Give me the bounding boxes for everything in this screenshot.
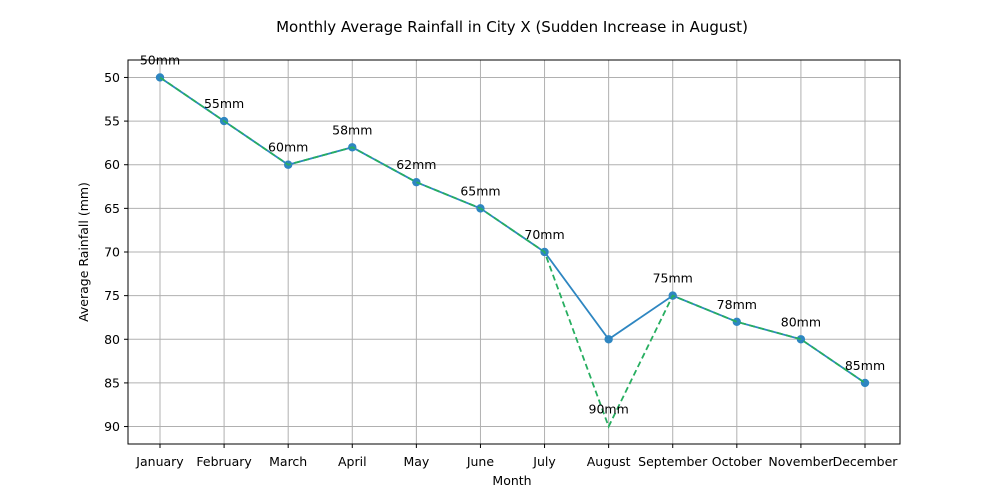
data-label: 78mm: [717, 297, 757, 312]
axes: January February March April May June July Augu…: [104, 59, 901, 469]
y-tick-label: 60: [104, 157, 120, 172]
y-tick-label: 55: [104, 114, 120, 129]
data-labels: 50mm55mm60mm58mm62mm65mm70mm90mm75mm78mm…: [140, 52, 885, 416]
x-tick-label: March: [269, 454, 307, 469]
x-tick-label: May: [403, 454, 429, 469]
data-label: 75mm: [653, 271, 693, 286]
data-label: 58mm: [332, 122, 372, 137]
data-label: 90mm: [589, 402, 629, 417]
y-tick-label: 90: [104, 419, 120, 434]
x-tick-label: November: [768, 454, 834, 469]
y-tick-label: 65: [104, 201, 120, 216]
x-tick-label: February: [196, 454, 252, 469]
data-point: [796, 335, 806, 344]
x-tick-label: September: [638, 454, 708, 469]
data-label: 60mm: [268, 140, 308, 155]
data-label: 80mm: [781, 314, 821, 329]
x-tick-label: December: [833, 454, 899, 469]
x-tick-label: October: [712, 454, 763, 469]
chart-title: Monthly Average Rainfall in City X (Sudd…: [276, 18, 748, 36]
y-tick-label: 75: [104, 288, 120, 303]
data-point: [412, 177, 421, 187]
data-label: 85mm: [845, 358, 885, 373]
x-tick-label: April: [338, 454, 367, 469]
data-point: [732, 317, 742, 327]
x-tick-label: July: [532, 454, 556, 469]
x-tick-label: August: [587, 454, 631, 469]
y-tick-label: 70: [104, 245, 120, 260]
y-tick-label: 85: [104, 375, 120, 390]
series-line-2: [159, 76, 866, 429]
data-label: 62mm: [396, 157, 436, 172]
series-group: [155, 73, 870, 429]
y-tick-label: 80: [104, 332, 120, 347]
y-axis-label: Average Rainfall (mm): [76, 182, 91, 322]
grid: [128, 60, 900, 444]
x-axis-label: Month: [492, 473, 531, 488]
x-tick-label: June: [466, 454, 495, 469]
data-label: 65mm: [460, 183, 500, 198]
data-point: [604, 335, 613, 344]
x-tick-label: January: [135, 454, 184, 469]
data-label: 55mm: [204, 96, 244, 111]
plot-frame: [127, 59, 901, 445]
data-label: 70mm: [524, 227, 564, 242]
y-tick-label: 50: [104, 70, 120, 85]
